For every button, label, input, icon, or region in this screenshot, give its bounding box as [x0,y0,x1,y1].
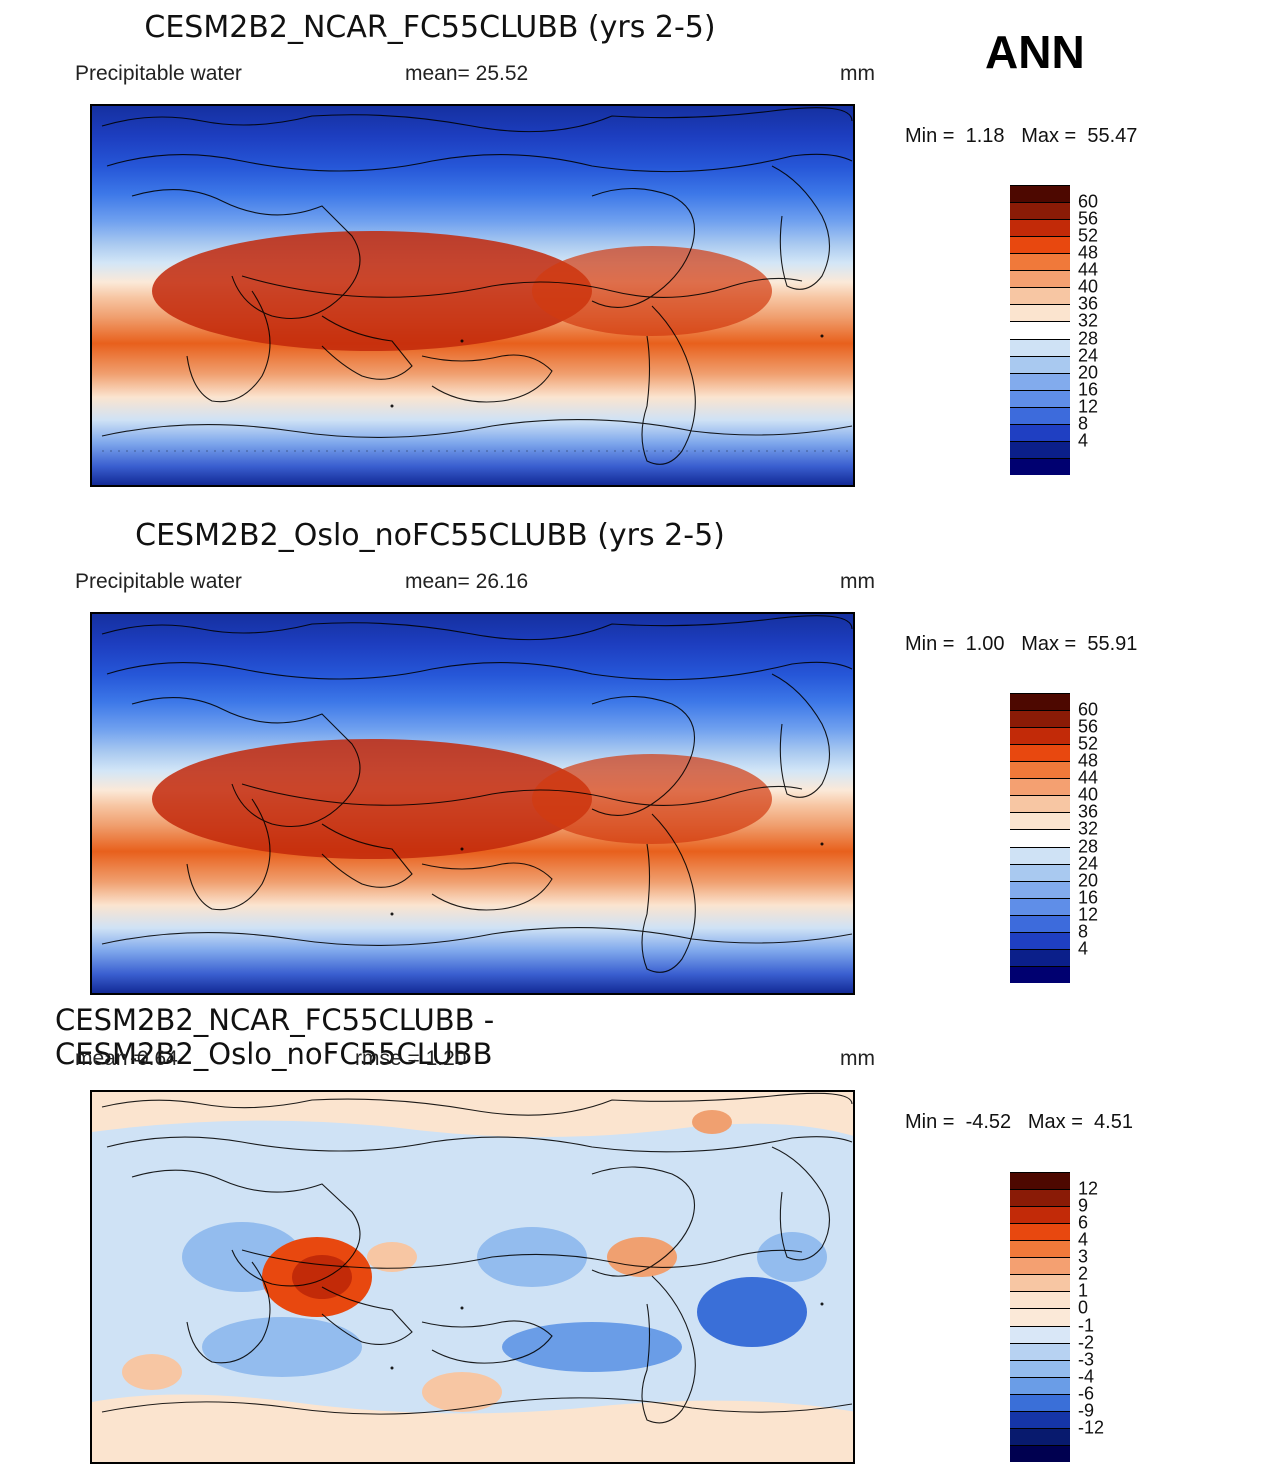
colorbar-segment-0-1 [1010,202,1070,219]
colorbar-segment-2-7 [1010,1291,1070,1308]
colorbar-segment-0-15 [1010,441,1070,458]
colorbar-segment-1-3 [1010,744,1070,761]
colorbar-segment-0-0 [1010,185,1070,202]
colorbar-segment-1-11 [1010,881,1070,898]
panel2-minmax: Min = 1.00 Max = 55.91 [905,633,1137,656]
colorbar-segment-1-2 [1010,727,1070,744]
panel1-meanvalue: 25.52 [476,62,529,85]
colorbar-segment-0-14 [1010,424,1070,441]
colorbar-segment-0-10 [1010,356,1070,373]
colorbar-segment-2-5 [1010,1257,1070,1274]
panel3-coastlines [92,1092,853,1462]
colorbar-segment-0-13 [1010,407,1070,424]
colorbar-segment-0-8 [1010,321,1070,338]
colorbar-segment-1-8 [1010,829,1070,846]
colorbar-segment-2-15 [1010,1428,1070,1445]
colorbar-segment-0-4 [1010,253,1070,270]
colorbar-segment-0-7 [1010,304,1070,321]
colorbar-segment-0-2 [1010,219,1070,236]
panel2-colorbar[interactable]: 60 56 52 48 44 40 36 32 28 24 20 16 12 8 4 [1010,693,1070,983]
panel2-meanvalue: 26.16 [476,570,529,593]
panel3-map [90,1090,855,1464]
colorbar-segment-1-10 [1010,864,1070,881]
colorbar-segment-0-11 [1010,373,1070,390]
panel2-title: CESM2B2_Oslo_noFC55CLUBB (yrs 2-5) [0,518,860,553]
panel1-minmax: Min = 1.18 Max = 55.47 [905,125,1137,148]
colorbar-segment-1-7 [1010,812,1070,829]
panel3-meanvalue: -0.64 [130,1047,178,1071]
colorbar-segment-2-12 [1010,1377,1070,1394]
colorbar-tick-0-14: 4 [1078,430,1088,451]
colorbar-tick-1-14: 4 [1078,938,1088,959]
panel2-coastlines [92,614,853,993]
panel3-colorbar[interactable]: 12 9 6 4 3 2 1 0 -1 -2 -3 -4 -6 -9 -12 [1010,1172,1070,1462]
colorbar-segment-2-8 [1010,1308,1070,1325]
colorbar-segment-2-13 [1010,1394,1070,1411]
panel3-rmselabel: rmse = [355,1047,420,1070]
colorbar-segment-2-11 [1010,1360,1070,1377]
colorbar-segment-0-5 [1010,270,1070,287]
panel2-unit: mm [840,570,875,594]
colorbar-segment-1-13 [1010,915,1070,932]
colorbar-segment-1-6 [1010,795,1070,812]
colorbar-segment-1-15 [1010,949,1070,966]
panel2-map [90,612,855,995]
colorbar-segment-1-12 [1010,898,1070,915]
panel1-colorbar[interactable]: 60 56 52 48 44 40 36 32 28 24 20 16 12 8 4 [1010,185,1070,475]
colorbar-segment-1-9 [1010,847,1070,864]
colorbar-segment-2-3 [1010,1223,1070,1240]
colorbar-segment-1-1 [1010,710,1070,727]
colorbar-segment-2-0 [1010,1172,1070,1189]
colorbar-segment-2-14 [1010,1411,1070,1428]
colorbar-segment-2-10 [1010,1343,1070,1360]
colorbar-segment-2-1 [1010,1189,1070,1206]
colorbar-segment-1-5 [1010,778,1070,795]
panel3-minmax: Min = -4.52 Max = 4.51 [905,1111,1133,1134]
colorbar-segment-1-16 [1010,966,1070,983]
panel3-title: CESM2B2_NCAR_FC55CLUBB - CESM2B2_Oslo_no… [55,1003,905,1071]
colorbar-tick-2-14: -12 [1078,1417,1104,1438]
colorbar-segment-1-0 [1010,693,1070,710]
colorbar-segment-2-2 [1010,1206,1070,1223]
panel1-coastlines [92,106,853,485]
colorbar-segment-2-6 [1010,1274,1070,1291]
colorbar-segment-0-9 [1010,339,1070,356]
panel1-unit: mm [840,62,875,86]
panel1-map [90,104,855,487]
colorbar-segment-0-16 [1010,458,1070,475]
ann-label: ANN [985,25,1085,79]
colorbar-segment-0-12 [1010,390,1070,407]
panel3-unit: mm [840,1047,875,1071]
panel2-varlabel: Precipitable water [75,570,242,594]
colorbar-segment-1-4 [1010,761,1070,778]
colorbar-segment-2-16 [1010,1445,1070,1462]
colorbar-segment-1-14 [1010,932,1070,949]
panel1-varlabel: Precipitable water [75,62,242,86]
colorbar-segment-2-9 [1010,1326,1070,1343]
panel2-meanlabel: mean= [405,570,470,593]
panel3-rmsevalue: 1.20 [426,1047,467,1070]
colorbar-segment-0-6 [1010,287,1070,304]
colorbar-segment-0-3 [1010,236,1070,253]
colorbar-segment-2-4 [1010,1240,1070,1257]
panel1-meanlabel: mean= [405,62,470,85]
panel1-title: CESM2B2_NCAR_FC55CLUBB (yrs 2-5) [0,10,860,45]
